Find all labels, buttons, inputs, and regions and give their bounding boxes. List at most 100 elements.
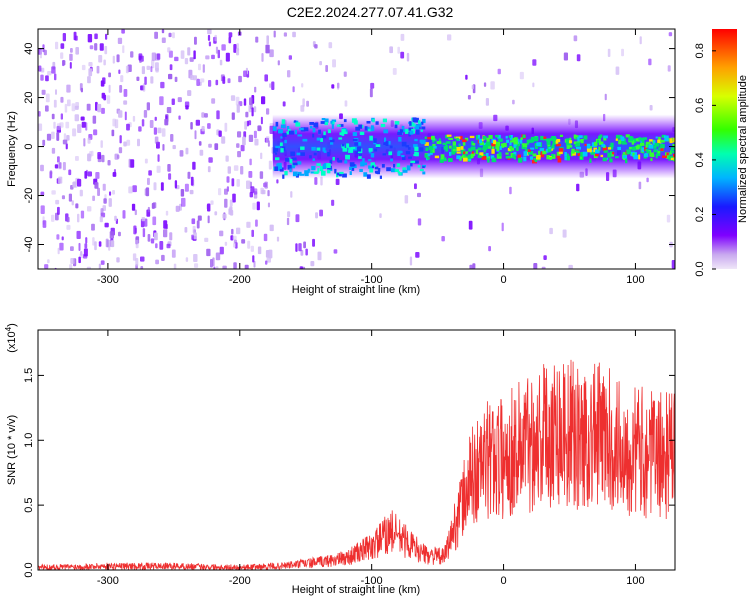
heatmap-cell [440, 154, 445, 160]
heatmap-cell [180, 50, 185, 59]
heatmap-cell [169, 64, 173, 71]
heatmap-cell [654, 142, 660, 147]
heatmap-cell [145, 187, 150, 197]
heatmap-cell [165, 210, 169, 216]
heatmap-cell [92, 115, 97, 124]
heatmap-cell [161, 29, 165, 34]
heatmap-cell [214, 34, 217, 42]
heatmap-cell [116, 54, 120, 63]
heatmap-cell [208, 80, 212, 87]
heatmap-cell [510, 147, 515, 151]
heatmap-cell [120, 75, 124, 83]
heatmap-cell [278, 129, 283, 134]
heatmap-cell [408, 156, 412, 159]
x-tick-label: -300 [97, 274, 119, 286]
heatmap-cell [150, 66, 153, 73]
spectrogram-heatmap [38, 29, 675, 269]
heatmap-cell [364, 162, 367, 166]
heatmap-cell [265, 260, 268, 265]
heatmap-cell [110, 240, 115, 248]
heatmap-cell [227, 166, 231, 174]
heatmap-cell [200, 78, 205, 83]
heatmap-cell [642, 137, 647, 140]
heatmap-cell [171, 249, 176, 258]
heatmap-cell [174, 56, 179, 62]
heatmap-cell [249, 192, 253, 198]
heatmap-cell [398, 137, 402, 142]
heatmap-cell [488, 135, 493, 139]
heatmap-cell [445, 144, 448, 149]
heatmap-cell [668, 155, 673, 161]
heatmap-cell [70, 246, 74, 251]
heatmap-cell [87, 206, 92, 212]
heatmap-cell [74, 105, 79, 110]
heatmap-cell [235, 96, 240, 106]
heatmap-cell [526, 152, 529, 156]
heatmap-cell [215, 46, 218, 54]
heatmap-cell [497, 134, 501, 139]
colorbar-tick-label: 0.4 [694, 152, 706, 167]
heatmap-cell [409, 121, 412, 126]
heatmap-cell [83, 248, 88, 257]
heatmap-cell [320, 176, 323, 186]
heatmap-cell [462, 142, 466, 146]
heatmap-cell [151, 202, 155, 209]
heatmap-cell [194, 130, 197, 140]
heatmap-cell [97, 103, 102, 113]
heatmap-cell [78, 242, 81, 251]
heatmap-cell [344, 160, 348, 164]
heatmap-cell [54, 164, 59, 169]
heatmap-cell [467, 154, 473, 159]
heatmap-cell [122, 210, 126, 219]
heatmap-cell [287, 211, 291, 218]
heatmap-cell [446, 134, 452, 137]
heatmap-cell [299, 266, 303, 269]
heatmap-cell [397, 150, 402, 154]
heatmap-cell [280, 124, 286, 129]
heatmap-cell [155, 243, 158, 249]
heatmap-cell [566, 153, 569, 157]
heatmap-cell [505, 155, 511, 159]
heatmap-cell [336, 124, 341, 127]
heatmap-cell [168, 173, 172, 180]
heatmap-cell [304, 172, 309, 177]
heatmap-cell [669, 138, 673, 144]
heatmap-cell [314, 44, 318, 49]
heatmap-cell [543, 137, 546, 141]
heatmap-cell [405, 128, 409, 134]
heatmap-cell [144, 158, 148, 164]
heatmap-cell [108, 72, 111, 78]
heatmap-cell [486, 137, 490, 142]
heatmap-cell [615, 66, 620, 75]
heatmap-cell [240, 144, 245, 152]
heatmap-cell [207, 215, 210, 224]
heatmap-cell [660, 148, 664, 151]
heatmap-cell [672, 144, 675, 147]
heatmap-cell [410, 121, 414, 125]
heatmap-cell [414, 124, 420, 130]
heatmap-cell [595, 149, 600, 154]
heatmap-cell [667, 65, 671, 72]
heatmap-cell [147, 234, 151, 242]
heatmap-cell [47, 259, 50, 264]
heatmap-cell [51, 147, 56, 154]
heatmap-cell [88, 68, 93, 77]
heatmap-cell [80, 210, 85, 219]
heatmap-cell [633, 155, 639, 160]
heatmap-cell [414, 151, 418, 156]
heatmap-cell [470, 146, 476, 151]
heatmap-cell [215, 266, 219, 269]
x-tick-label: -300 [97, 575, 119, 587]
heatmap-cell [414, 146, 419, 151]
heatmap-cell [666, 152, 669, 156]
heatmap-cell [479, 141, 484, 145]
heatmap-cell [289, 168, 292, 173]
heatmap-cell [492, 145, 495, 150]
heatmap-cell [601, 143, 605, 148]
heatmap-cell [322, 164, 327, 169]
heatmap-cell [191, 218, 196, 225]
heatmap-cell [56, 123, 62, 130]
heatmap-cell [105, 33, 108, 40]
heatmap-cell [410, 163, 413, 167]
heatmap-cell [380, 123, 386, 128]
